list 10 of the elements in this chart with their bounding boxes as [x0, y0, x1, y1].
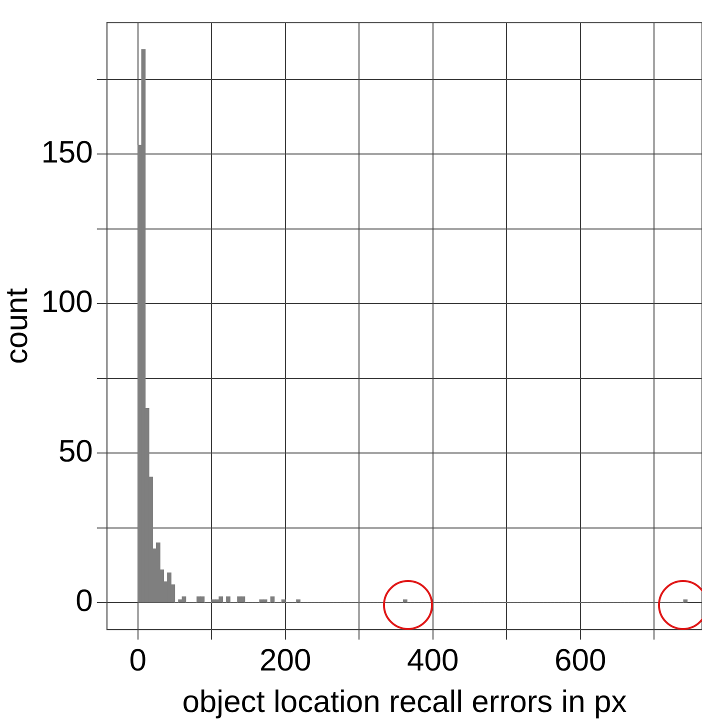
y-tick-label: 0 — [76, 583, 93, 618]
x-axis-title: object location recall errors in px — [182, 684, 628, 719]
x-tick-label: 200 — [260, 642, 312, 678]
x-tick-label: 0 — [129, 642, 147, 678]
x-tick-label: 600 — [554, 642, 606, 678]
y-tick-label: 50 — [58, 434, 93, 469]
y-tick-label: 150 — [41, 134, 93, 170]
y-tick-label: 100 — [41, 284, 93, 320]
x-tick-label: 400 — [406, 642, 459, 678]
y-axis-title: count — [0, 288, 34, 364]
